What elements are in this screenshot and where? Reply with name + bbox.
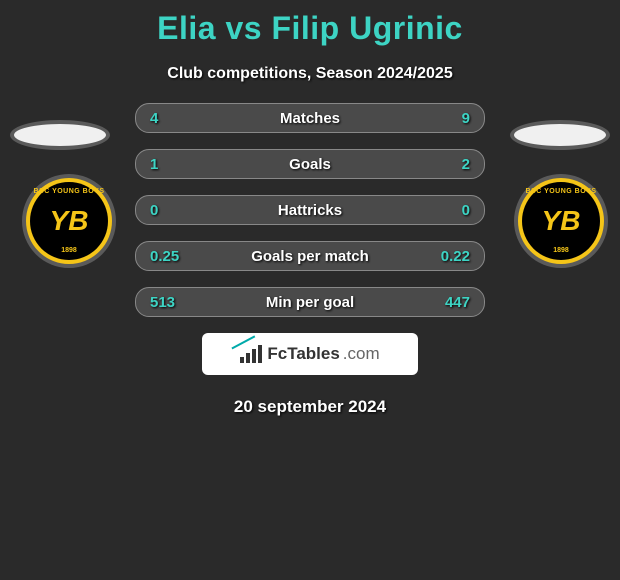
stat-right-value: 9 xyxy=(430,110,470,127)
stat-right-value: 0.22 xyxy=(430,248,470,265)
stat-left-value: 0 xyxy=(150,202,190,219)
brand-ext: .com xyxy=(343,344,380,364)
stat-row: 513 Min per goal 447 xyxy=(135,287,485,317)
stat-label: Goals xyxy=(289,156,331,173)
stat-right-value: 2 xyxy=(430,156,470,173)
page-title: Elia vs Filip Ugrinic xyxy=(0,0,620,47)
flag-left xyxy=(10,120,110,150)
badge-main: YB xyxy=(50,207,89,235)
badge-top-text: BSC YOUNG BOYS xyxy=(33,188,104,195)
stat-left-value: 4 xyxy=(150,110,190,127)
stat-right-value: 447 xyxy=(430,294,470,311)
badge-top-text: BSC YOUNG BOYS xyxy=(525,188,596,195)
stat-label: Hattricks xyxy=(278,202,342,219)
stat-label: Goals per match xyxy=(251,248,369,265)
club-badge-right: BSC YOUNG BOYS YB 1898 xyxy=(514,174,608,268)
badge-year: 1898 xyxy=(61,247,77,254)
badge-main: YB xyxy=(542,207,581,235)
stat-label: Min per goal xyxy=(266,294,354,311)
brand-name: FcTables xyxy=(267,344,339,364)
stat-row: 4 Matches 9 xyxy=(135,103,485,133)
stat-row: 0.25 Goals per match 0.22 xyxy=(135,241,485,271)
stat-right-value: 0 xyxy=(430,202,470,219)
stat-row: 0 Hattricks 0 xyxy=(135,195,485,225)
stat-row: 1 Goals 2 xyxy=(135,149,485,179)
badge-year: 1898 xyxy=(553,247,569,254)
chart-icon xyxy=(240,345,262,363)
brand-badge[interactable]: FcTables.com xyxy=(202,333,418,375)
stat-left-value: 513 xyxy=(150,294,190,311)
flag-right xyxy=(510,120,610,150)
stats-table: 4 Matches 9 1 Goals 2 0 Hattricks 0 0.25… xyxy=(135,103,485,317)
club-badge-left: BSC YOUNG BOYS YB 1898 xyxy=(22,174,116,268)
stat-left-value: 1 xyxy=(150,156,190,173)
date-label: 20 september 2024 xyxy=(0,397,620,417)
stat-label: Matches xyxy=(280,110,340,127)
subtitle: Club competitions, Season 2024/2025 xyxy=(0,65,620,83)
stat-left-value: 0.25 xyxy=(150,248,190,265)
